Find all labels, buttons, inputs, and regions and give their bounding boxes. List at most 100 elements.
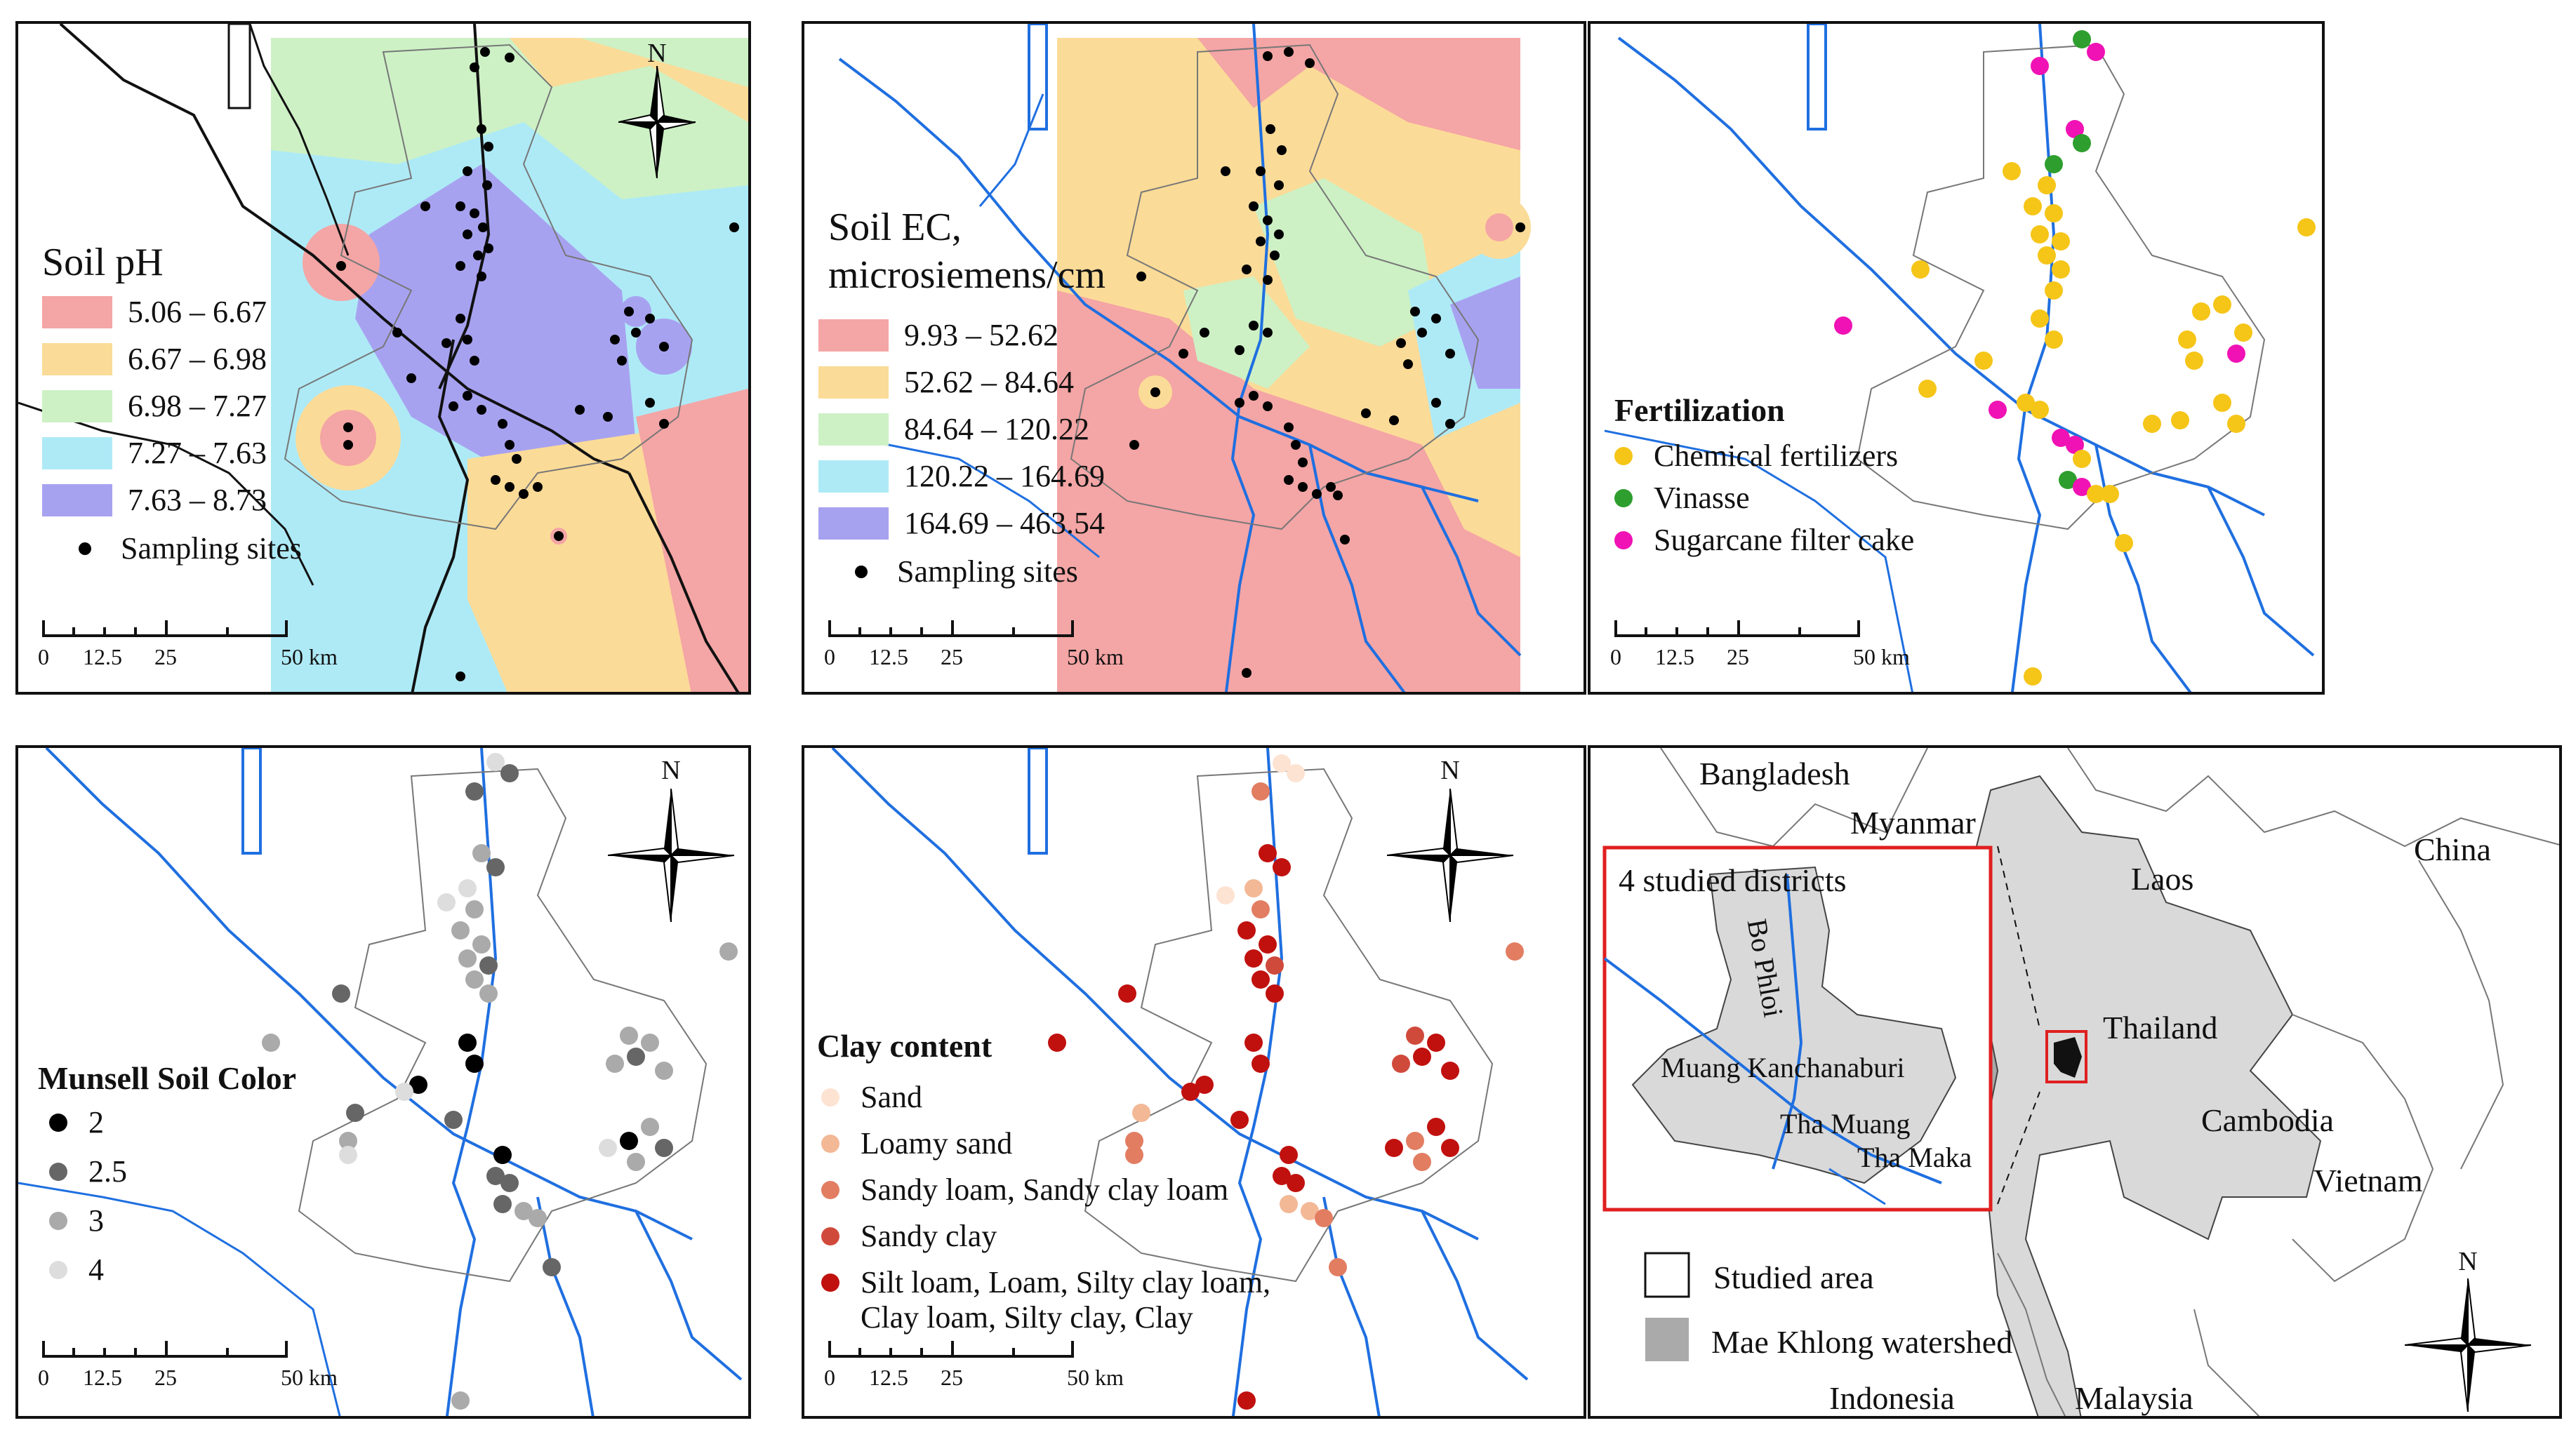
point-symbol: [821, 1273, 839, 1292]
legend-item: 52.62 – 84.64: [818, 364, 1074, 400]
legend-item: 84.64 – 120.22: [818, 411, 1089, 447]
clay-points: [1048, 754, 1524, 1410]
fertilization-points: [1834, 30, 2316, 686]
country-label: Indonesia: [1829, 1380, 1955, 1416]
district-label: Tha Maka: [1857, 1142, 1972, 1173]
legend-swatch: [818, 460, 889, 493]
soil-ph-map-panel: Soil pH 5.06 – 6.67 6.67 – 6.98 6.98 – 7…: [15, 21, 751, 695]
fertilization-map-panel: Fertilization Chemical fertilizers Vinas…: [1588, 21, 2325, 695]
munsell-map-panel: Munsell Soil Color 2 2.5 3 4 0 12.5 25 5…: [15, 745, 751, 1419]
north-label: N: [661, 756, 681, 785]
district-label: Tha Muang: [1780, 1108, 1911, 1140]
point-symbol: [49, 1211, 67, 1230]
sampling-sites: [1129, 47, 1525, 678]
legend-swatch: [818, 366, 889, 399]
clay-content-map: [831, 748, 1529, 1416]
legend-item: Sugarcane filter cake: [1598, 522, 1914, 558]
country-label: Laos: [2131, 861, 2194, 897]
legend-item: Chemical fertilizers: [1598, 438, 1898, 474]
country-label: Bangladesh: [1699, 756, 1850, 791]
country-label: China: [2414, 831, 2491, 867]
legend-title: Soil pH: [42, 241, 164, 284]
north-label: N: [2458, 1247, 2478, 1276]
point-symbol: [821, 1227, 839, 1245]
scale-label: 50 km: [1067, 644, 1124, 669]
country-label: Vietnam: [2313, 1163, 2423, 1198]
legend-item: Sandy clay: [804, 1218, 997, 1254]
point-symbol: [49, 1260, 67, 1279]
soil-ec-map: [818, 24, 1531, 692]
legend-item: Loamy sand: [804, 1125, 1012, 1161]
legend-item: 120.22 – 164.69: [818, 458, 1105, 494]
legend-swatch: [818, 507, 889, 540]
scale-label: 50 km: [281, 1365, 338, 1390]
legend-item: 2: [32, 1104, 104, 1140]
legend-item: 3: [32, 1203, 104, 1238]
sampling-sites: [336, 47, 739, 681]
legend-item: Vinasse: [1598, 480, 1750, 516]
point-symbol: [1614, 446, 1633, 465]
legend-title: Soil EC,: [828, 206, 962, 249]
legend-title: Munsell Soil Color: [38, 1060, 297, 1096]
legend-item: 4: [32, 1252, 104, 1288]
district-label: Muang Kanchanaburi: [1661, 1052, 1905, 1083]
point-symbol: [1614, 488, 1633, 507]
munsell-points: [262, 753, 738, 1410]
scale-bar: 0 12.5 25 50 km: [38, 620, 338, 669]
point-symbol: [1614, 530, 1633, 549]
scale-label: 25: [1727, 644, 1749, 669]
legend-swatch: [42, 483, 112, 516]
locator-map-panel: Bangladesh Myanmar Laos China Thailand C…: [1588, 745, 2562, 1419]
scale-label: 0: [38, 1365, 49, 1390]
compass-icon: [1387, 789, 1513, 922]
legend-label-studied-area: Studied area: [1713, 1259, 1874, 1295]
scale-label: 12.5: [83, 1365, 122, 1390]
scale-label: 50 km: [1067, 1365, 1124, 1390]
scale-label: 0: [38, 644, 49, 669]
point-symbol: [821, 1088, 839, 1107]
legend-item: Silt loam, Loam, Silty clay loam,: [804, 1264, 1270, 1300]
scale-label: 0: [824, 644, 835, 669]
point-symbol: [49, 1113, 67, 1132]
legend-item: Sandy loam, Sandy clay loam: [804, 1172, 1228, 1208]
legend-title: microsiemens/cm: [828, 253, 1106, 297]
legend-swatch: [42, 436, 112, 469]
legend-item: Sampling sites: [831, 554, 1078, 589]
munsell-map: [18, 748, 743, 1416]
legend-item: 2.5: [32, 1154, 127, 1189]
legend-swatch: [42, 342, 112, 375]
clay-content-map-panel: Clay content Sand Loamy sand Sandy loam,…: [802, 745, 1586, 1419]
inset-title: 4 studied districts: [1619, 862, 1847, 898]
scale-bar: 0 12.5 25 50 km: [38, 1341, 338, 1390]
north-arrow: N: [1387, 755, 1513, 923]
legend-item: 6.98 – 7.27: [42, 388, 267, 424]
country-label: Malaysia: [2075, 1380, 2193, 1416]
legend-item: 7.63 – 8.73: [42, 482, 267, 518]
north-label: N: [647, 39, 667, 68]
north-arrow: N: [2405, 1246, 2531, 1415]
legend-swatch: [42, 295, 112, 328]
fertilization-map: [1604, 24, 2316, 692]
legend-title: Fertilization: [1614, 392, 1785, 428]
scale-label: 25: [154, 644, 177, 669]
north-label: N: [1440, 756, 1460, 785]
legend-item: 5.06 – 6.67: [42, 294, 267, 330]
locator-map: [1602, 748, 2559, 1416]
legend-item: 9.93 – 52.62: [818, 317, 1058, 353]
point-symbol: [821, 1134, 839, 1153]
north-arrow: N: [618, 38, 696, 178]
scale-label: 25: [154, 1365, 177, 1390]
scale-label: 12.5: [1655, 644, 1694, 669]
legend-item: 6.67 – 6.98: [42, 341, 267, 377]
scale-label: 50 km: [281, 644, 338, 669]
country-label: Cambodia: [2201, 1102, 2335, 1138]
soil-ec-map-panel: Soil EC, microsiemens/cm 9.93 – 52.62 52…: [802, 21, 1586, 695]
compass-icon: [2405, 1278, 2531, 1412]
legend-item: 164.69 – 463.54: [818, 505, 1105, 541]
compass-icon: [618, 66, 696, 178]
point-symbol: [79, 542, 91, 555]
north-arrow: N: [608, 755, 734, 923]
legend-swatch: [42, 389, 112, 422]
legend-item: Sand: [804, 1079, 922, 1115]
scale-label: 50 km: [1853, 644, 1910, 669]
